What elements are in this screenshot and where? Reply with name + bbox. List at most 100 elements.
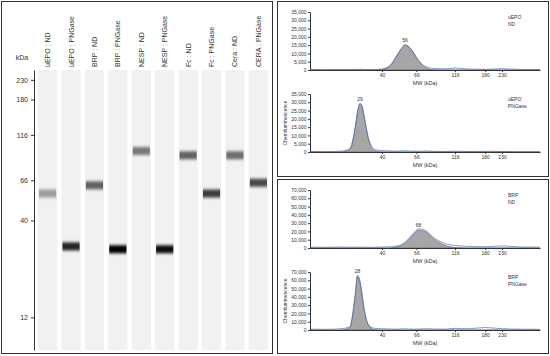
tick-label: 116 <box>452 250 460 256</box>
lane <box>38 70 57 350</box>
tick-label: 116 <box>452 154 460 160</box>
lane <box>249 70 268 350</box>
x-axis: 4066116180230 <box>311 70 541 78</box>
lane-label: uEPO : PNGase <box>68 16 75 67</box>
tick: 230 <box>498 248 507 256</box>
tick-label: 0 <box>304 149 307 155</box>
tick-mark <box>308 297 310 298</box>
tick: 230 <box>498 70 507 78</box>
axis-line <box>310 95 311 153</box>
tick-label: 230 <box>16 77 28 84</box>
lane-label: BRP : ND <box>91 37 98 67</box>
x-axis: 4066116180230 <box>311 330 541 338</box>
axis-title: MW (kDa) <box>413 162 438 168</box>
tick-label: 116 <box>17 132 28 139</box>
y-axis: 124066116180230 <box>16 71 34 351</box>
band <box>180 151 197 159</box>
tick: 70,000 <box>291 269 310 275</box>
plot-title: BRP <box>508 192 519 198</box>
axis-title: Chemiluminescence <box>282 278 288 323</box>
tick-mark <box>308 152 310 153</box>
tick: 35,000 <box>291 9 310 15</box>
tick-label: 30,000 <box>291 17 307 23</box>
tick-label: 12 <box>20 314 28 321</box>
tick-label: 40 <box>380 250 386 256</box>
lane <box>155 70 174 350</box>
tick: 66 <box>20 177 34 184</box>
tick: 5,000 <box>294 141 310 147</box>
tick: 15,000 <box>291 42 310 48</box>
tick-mark <box>308 70 310 71</box>
y-axis: 0 10,000 20,000 30,000 40,000 50,000 60,000 70,… <box>291 187 310 251</box>
tick-label: 66 <box>414 72 420 78</box>
plot-subtitle: PNGase <box>508 281 527 287</box>
tick-mark <box>308 207 310 208</box>
tick-mark <box>308 94 310 95</box>
tick: 40 <box>380 152 386 160</box>
tick: 20,000 <box>291 311 310 317</box>
band <box>133 147 150 155</box>
tick: 25,000 <box>291 108 310 114</box>
lane-label: BRP : PNGase <box>114 20 121 67</box>
tick: 66 <box>414 330 420 338</box>
tick-label: 35,000 <box>291 9 307 15</box>
tick: 15,000 <box>291 124 310 130</box>
tick-label: 230 <box>498 154 507 160</box>
tick-label: 66 <box>414 332 420 338</box>
trace-plot: 406611618023005,00010,00015,00020,00025,… <box>282 91 541 168</box>
tick-label: 10,000 <box>291 237 307 243</box>
tick-label: 70,000 <box>291 187 307 193</box>
tick-label: 10,000 <box>291 133 307 139</box>
tick-mark <box>31 135 34 136</box>
tick-mark <box>31 317 34 318</box>
lane-label: uEPO : ND <box>44 32 51 67</box>
tick: 116 <box>17 132 34 139</box>
tick-mark <box>308 102 310 103</box>
lane <box>202 70 221 350</box>
lane-label: Cera : ND <box>231 36 238 67</box>
tick-mark <box>31 180 34 181</box>
axis-line <box>310 191 311 249</box>
tick: 40,000 <box>291 212 310 218</box>
lane <box>61 70 80 350</box>
tick: 50,000 <box>291 204 310 210</box>
peak-label: 68 <box>416 222 422 228</box>
axis-title: MW (kDa) <box>413 80 438 86</box>
tick-mark <box>308 37 310 38</box>
tick-label: 10,000 <box>291 319 307 325</box>
tick-mark <box>308 29 310 30</box>
lane <box>179 70 198 350</box>
tick: 5,000 <box>294 59 310 65</box>
marks <box>310 229 540 248</box>
trace-plot: 406611618023005,00010,00015,00020,00025,… <box>291 9 540 86</box>
peak-label: 29 <box>357 96 363 102</box>
axis-line <box>311 330 541 331</box>
tick-mark <box>308 12 310 13</box>
lane <box>225 70 244 350</box>
y-axis: 010,00020,00030,00040,00050,00060,00070,… <box>291 269 310 333</box>
tick: 60,000 <box>291 195 310 201</box>
tick: 40 <box>20 217 34 224</box>
tick-mark <box>308 20 310 21</box>
tick-label: 0 <box>304 245 307 251</box>
tick-mark <box>308 223 310 224</box>
tick: 180 <box>482 152 491 160</box>
tick-label: 15,000 <box>291 124 307 130</box>
tick: 20,000 <box>291 229 310 235</box>
axis-line <box>310 273 311 331</box>
tick-mark <box>308 198 310 199</box>
band <box>62 242 79 250</box>
tick-mark <box>31 221 34 222</box>
tick: 40 <box>380 248 386 256</box>
tick-label: 25,000 <box>291 108 307 114</box>
tick-label: 60,000 <box>291 195 307 201</box>
tick-label: 40,000 <box>291 212 307 218</box>
axis-title: Chemiluminescence <box>282 100 288 145</box>
lane-label: CERA : PNGase <box>255 16 262 67</box>
tick: 30,000 <box>291 220 310 226</box>
marks <box>310 275 540 330</box>
tick: 0 <box>304 245 310 251</box>
lane-label: Fc : ND <box>185 43 192 67</box>
gel <box>38 70 268 350</box>
tick-mark <box>308 280 310 281</box>
